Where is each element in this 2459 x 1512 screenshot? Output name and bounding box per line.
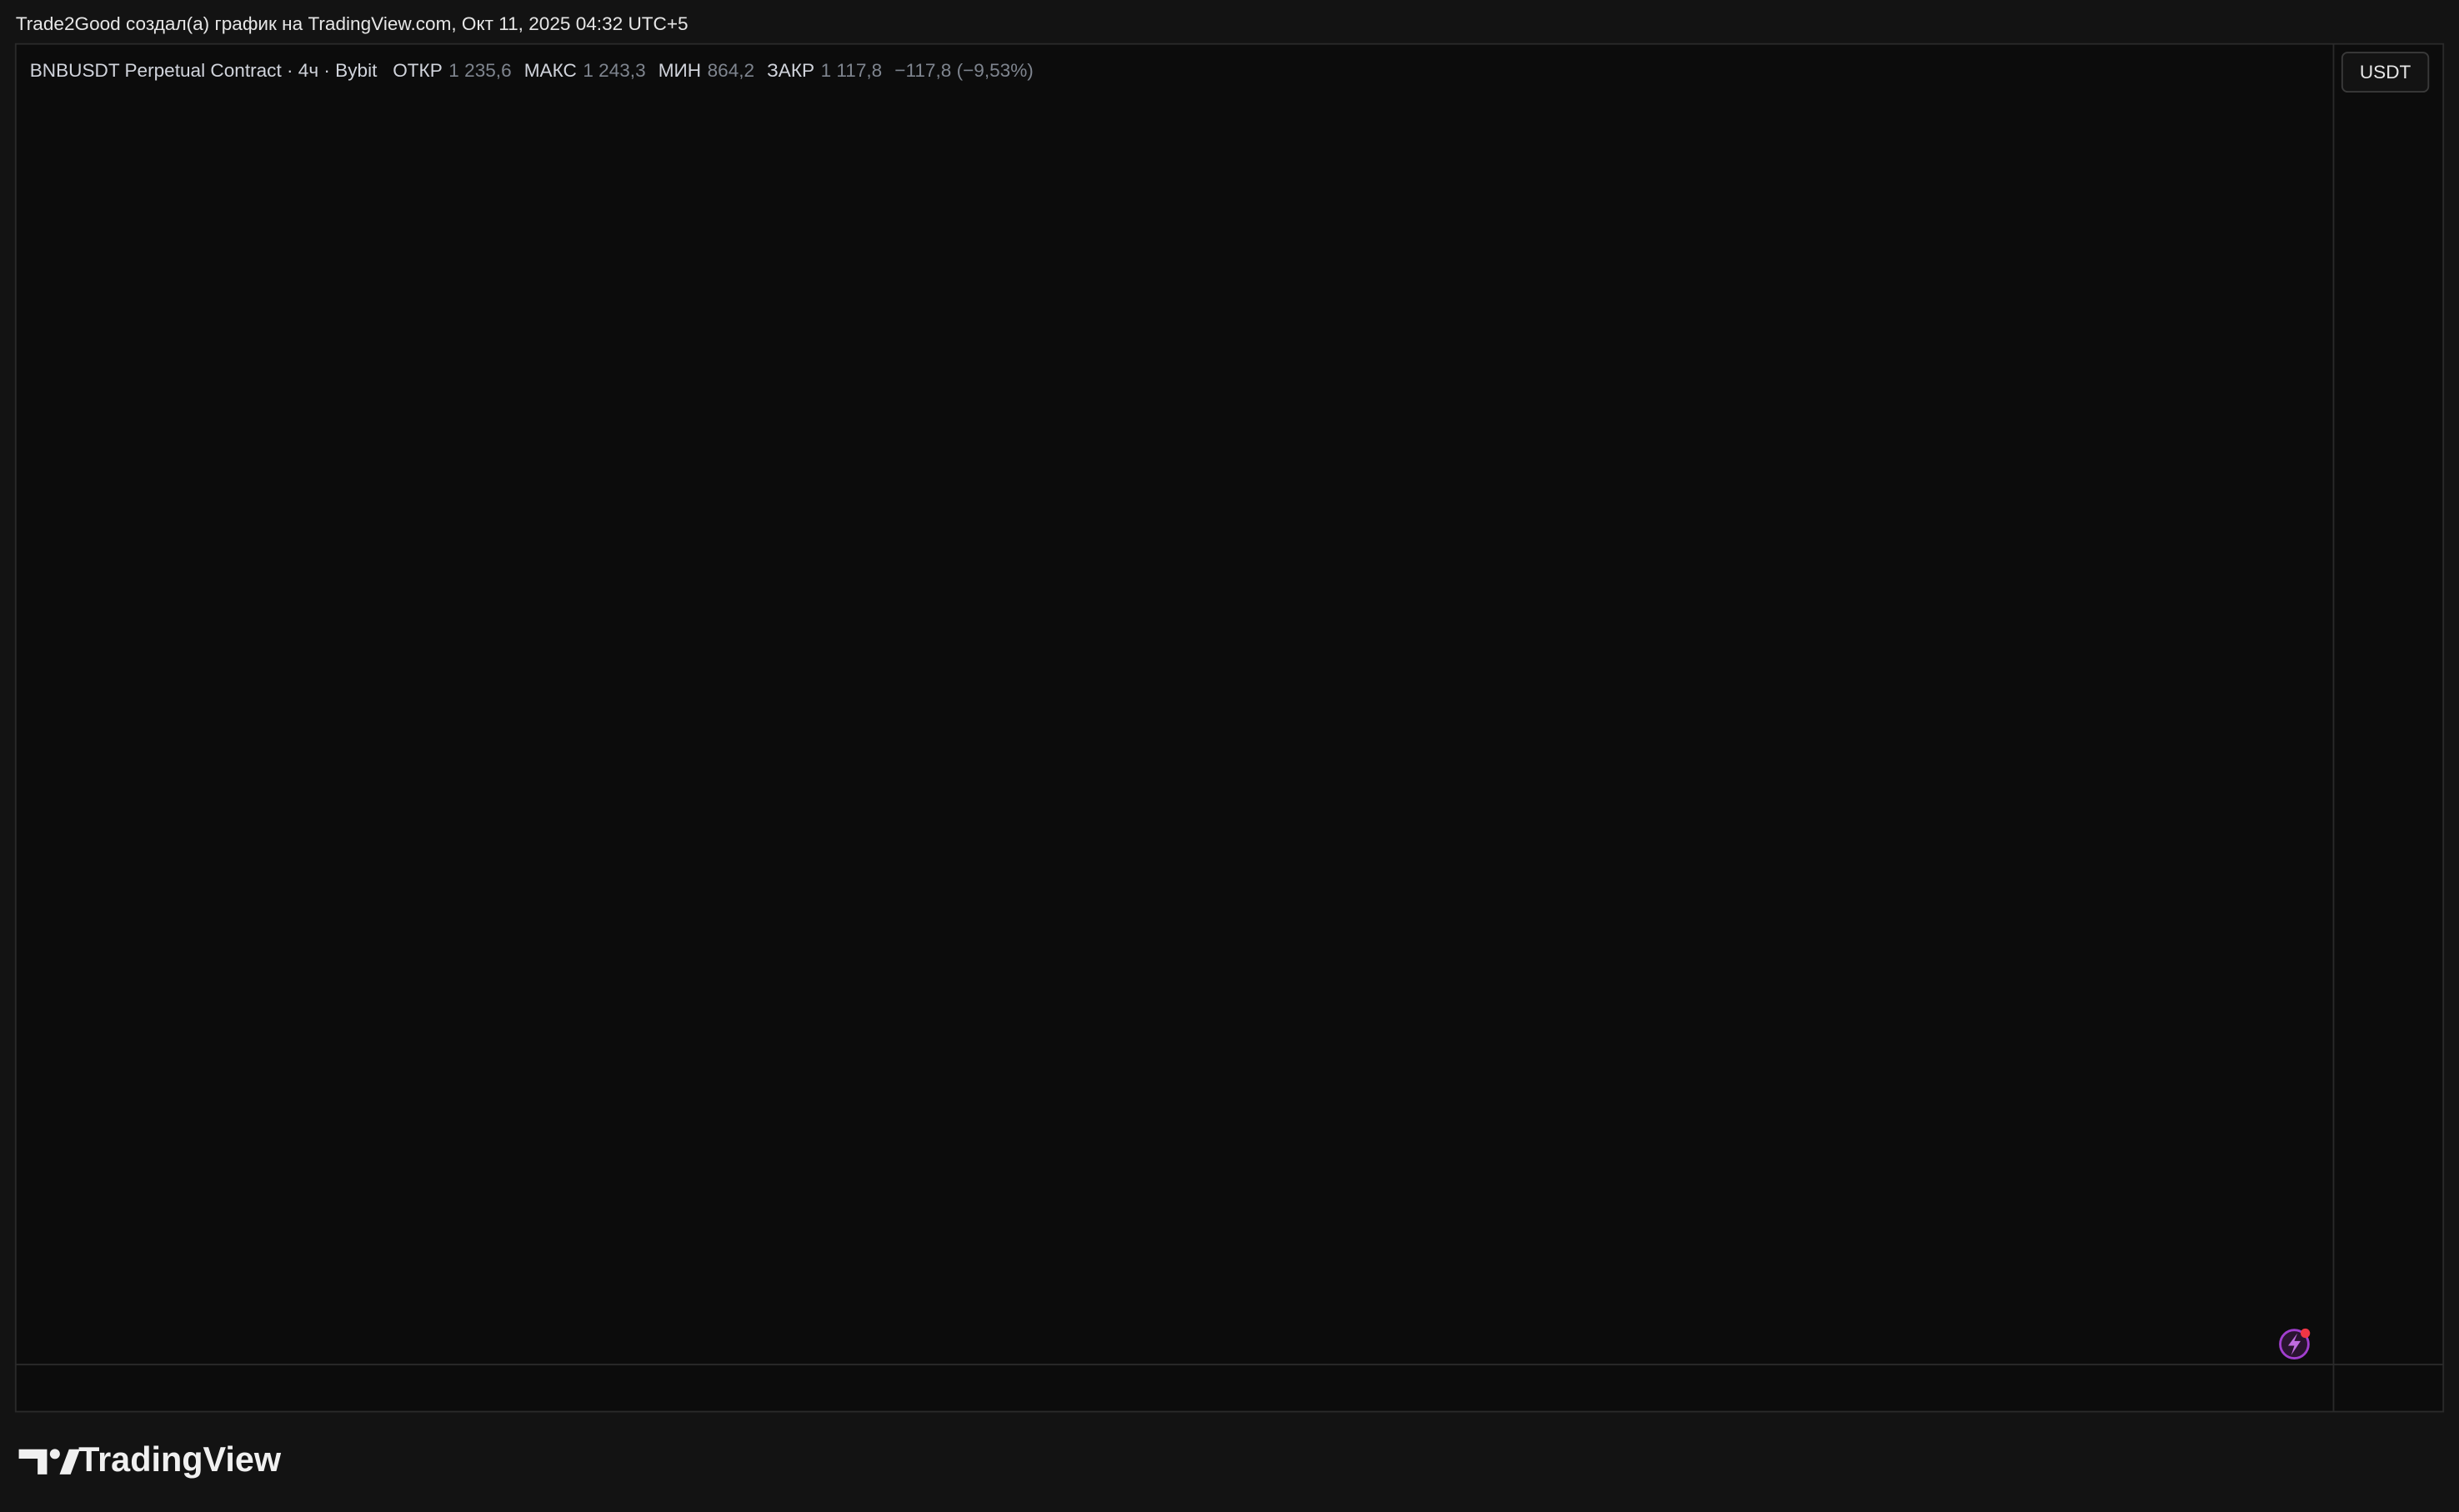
tradingview-logo	[18, 1449, 80, 1474]
header: Trade2Good создал(а) график на TradingVi…	[15, 13, 689, 35]
legend: BNBUSDT Perpetual Contract · 4ч · Bybit …	[30, 60, 1040, 82]
brand: TradingView	[78, 1439, 282, 1479]
open-label: ОТКР	[393, 59, 443, 82]
high-value: 1 243,3	[583, 59, 646, 82]
currency-button[interactable]: USDT	[2341, 52, 2430, 93]
high-label: МАКС	[523, 59, 577, 82]
close-label: ЗАКР	[767, 59, 815, 82]
change-value: −117,8 (−9,53%)	[894, 59, 1034, 82]
low-value: 864,2	[707, 59, 755, 82]
chart-pane	[14, 43, 2445, 1413]
low-label: МИН	[658, 59, 702, 82]
open-value: 1 235,6	[448, 59, 512, 82]
close-value: 1 117,8	[820, 59, 883, 82]
lightning-icon	[2279, 1328, 2311, 1359]
symbol: BNBUSDT Perpetual Contract · 4ч · Bybit	[29, 59, 378, 82]
